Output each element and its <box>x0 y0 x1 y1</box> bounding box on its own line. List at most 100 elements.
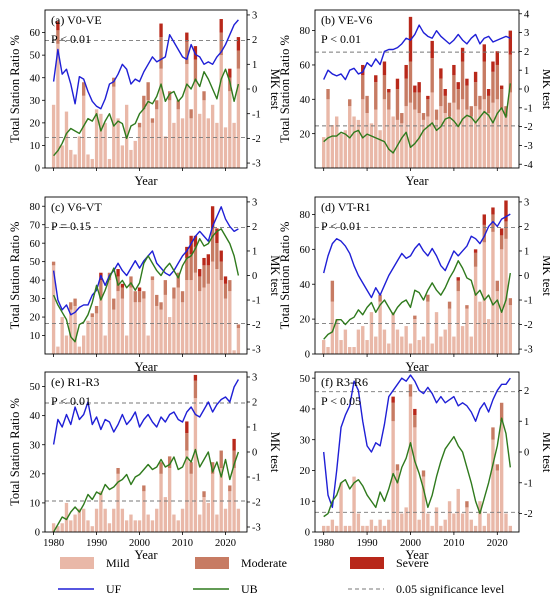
bar-mild <box>193 398 198 532</box>
y-tick-label: 50 <box>30 382 41 393</box>
bar-mild <box>120 298 125 354</box>
bar-mild <box>343 525 348 532</box>
bar-mild <box>430 343 434 354</box>
bar-mild <box>486 113 491 168</box>
y-tick-label: 0 <box>305 350 310 361</box>
bar-moderate <box>413 315 417 320</box>
legend-label-mild: Mild <box>106 556 129 570</box>
bar-mild <box>439 106 443 168</box>
bar-moderate <box>202 491 206 498</box>
bar-mild <box>400 123 404 168</box>
plot-area <box>315 200 519 354</box>
y2-tick-label: 1 <box>252 247 257 258</box>
bar-mild <box>365 340 369 354</box>
bar-moderate <box>167 91 172 101</box>
bar-mild <box>60 317 64 354</box>
bar-mild <box>77 136 82 168</box>
y2-tick-label: 2 <box>524 222 529 233</box>
y2-tick-label: -1 <box>252 109 261 120</box>
bar-mild <box>189 118 193 168</box>
bar-mild <box>56 346 60 354</box>
bar-severe <box>443 89 447 96</box>
bar-moderate <box>417 92 421 114</box>
bar-mild <box>107 158 112 168</box>
bar-moderate <box>486 95 491 114</box>
series-line-uf <box>322 374 511 509</box>
bar-severe <box>499 85 504 89</box>
bar-mild <box>64 502 69 532</box>
bar-moderate <box>51 261 56 266</box>
bar-mild <box>77 346 82 354</box>
y2-tick-label: -1 <box>252 296 261 307</box>
bar-mild <box>408 343 413 354</box>
y-tick-label: 30 <box>30 294 41 305</box>
bar-moderate <box>167 456 172 468</box>
bar-moderate <box>408 384 413 397</box>
bar-severe <box>482 214 486 225</box>
bar-moderate <box>198 276 202 292</box>
bar-mild <box>495 470 499 532</box>
bar-mild <box>180 302 185 354</box>
y2-tick-label: 1 <box>524 66 529 77</box>
bar-mild <box>382 525 387 532</box>
series-line-ub <box>323 260 512 340</box>
bar-mild <box>391 116 395 168</box>
bar-moderate <box>326 89 330 100</box>
bar-mild <box>146 100 150 168</box>
bar-mild <box>326 525 330 532</box>
bar-severe <box>219 19 223 33</box>
bar-mild <box>146 514 150 532</box>
bar-moderate <box>499 235 504 250</box>
bar-moderate <box>499 89 504 110</box>
y2-tick-label: 3 <box>524 198 529 209</box>
y-tick-label: 10 <box>30 141 41 152</box>
bar-mild <box>60 145 64 168</box>
y-tick-label: 20 <box>300 315 311 326</box>
bar-moderate <box>155 100 159 110</box>
bar-severe <box>439 68 443 79</box>
bar-mild <box>374 336 378 354</box>
bar-moderate <box>193 380 198 399</box>
y-tick-label: 20 <box>300 129 311 140</box>
bar-mild <box>228 491 232 532</box>
panel-title: (c) V6-VT <box>51 200 102 214</box>
bar-moderate <box>395 464 400 471</box>
bar-mild <box>473 525 478 532</box>
y2-tick-label: 3 <box>252 198 257 209</box>
bar-severe <box>215 228 219 244</box>
bar-mild <box>404 326 408 354</box>
y2-tick-label: 4 <box>524 9 530 20</box>
bar-mild <box>133 520 137 532</box>
bar-mild <box>120 145 125 168</box>
bar-mild <box>146 335 150 354</box>
bar-severe <box>382 61 387 76</box>
bar-moderate <box>374 82 378 110</box>
bar-mild <box>99 298 103 354</box>
bar-mild <box>219 280 223 354</box>
y2-tick-label: 3 <box>252 11 257 22</box>
bar-mild <box>400 513 404 532</box>
series-line-uf <box>52 19 239 110</box>
bar-mild <box>452 513 456 532</box>
bar-mild <box>155 305 159 354</box>
bar-mild <box>482 99 486 168</box>
bar-severe <box>223 276 228 284</box>
bar-moderate <box>137 291 142 303</box>
bar-moderate <box>452 75 456 103</box>
bar-mild <box>395 329 400 354</box>
y2-tick-label: -1 <box>524 103 533 114</box>
bar-moderate <box>189 109 193 119</box>
bar-mild <box>439 525 443 532</box>
x-tick-label: 1980 <box>43 538 64 549</box>
bar-moderate <box>193 59 198 83</box>
bar-mild <box>508 525 513 532</box>
bar-mild <box>378 301 382 354</box>
bar-mild <box>460 513 465 532</box>
bar-moderate <box>202 265 206 288</box>
bar-moderate <box>159 302 163 310</box>
y2-tick-label: 2 <box>252 35 257 46</box>
bar-mild <box>180 118 185 168</box>
bar-moderate <box>495 464 499 471</box>
bar-moderate <box>142 95 146 110</box>
bar-mild <box>469 519 473 532</box>
